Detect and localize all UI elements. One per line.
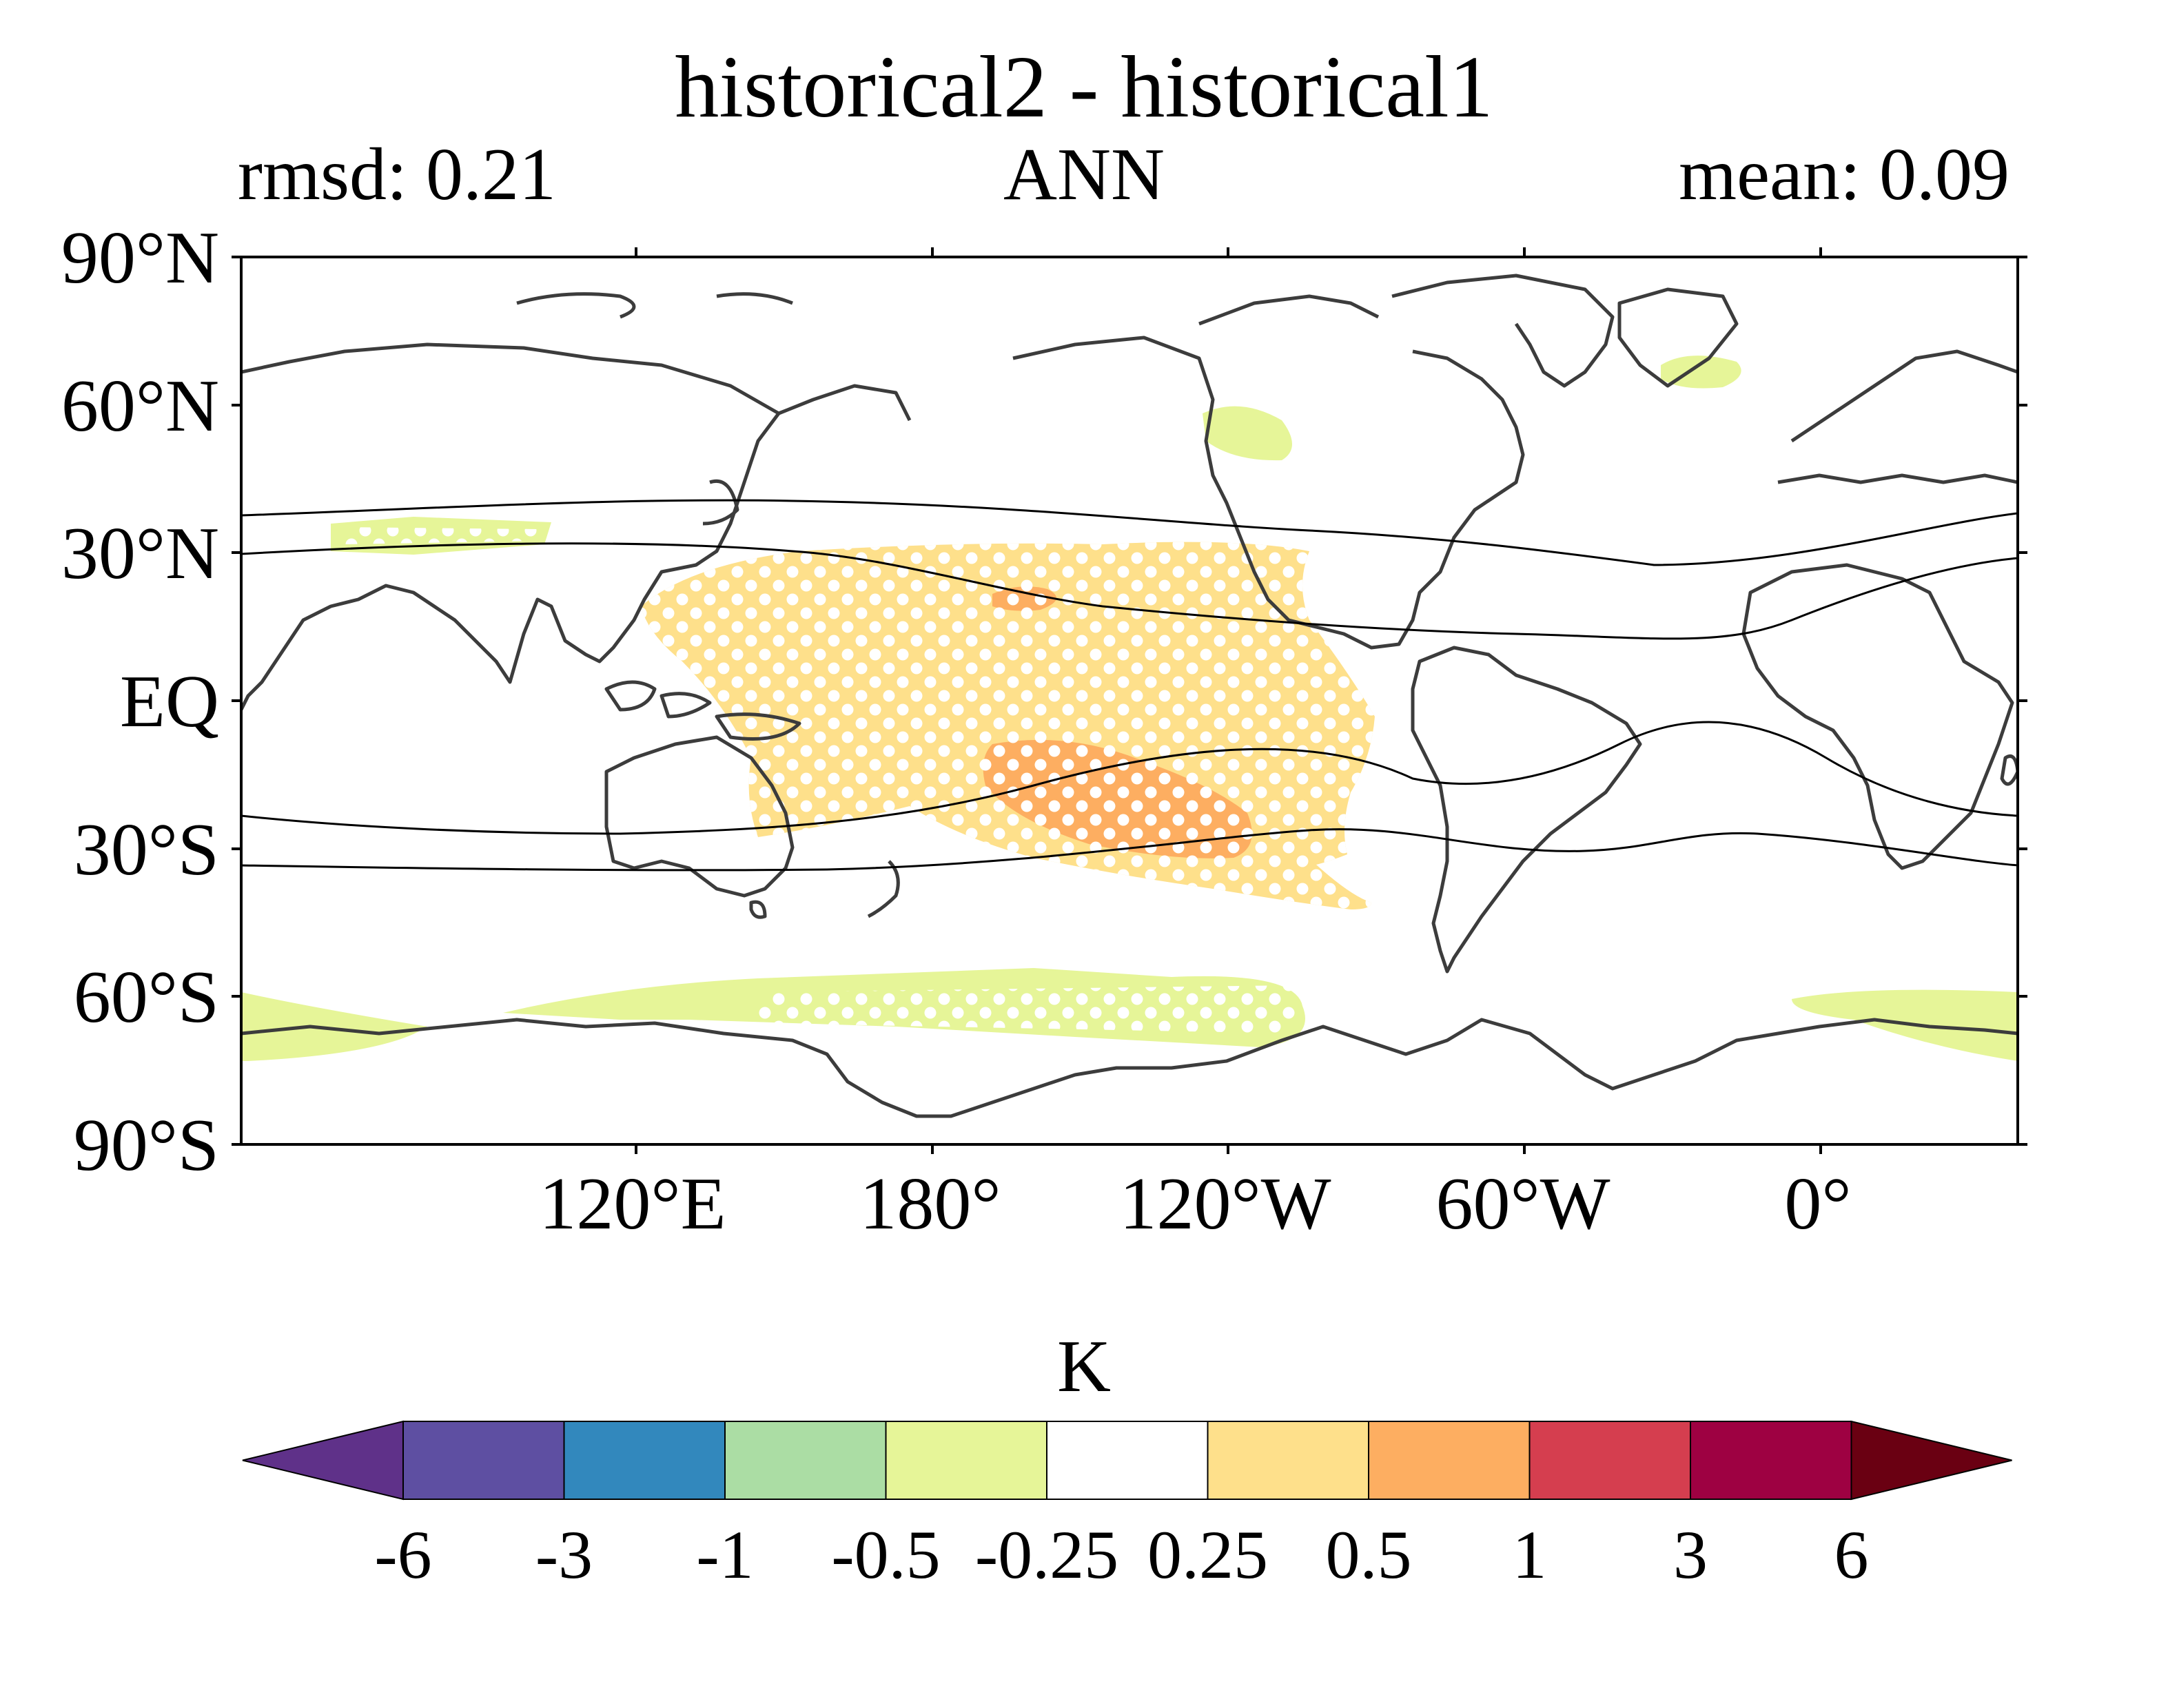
y-tick-labels: 90°N 60°N 30°N EQ 30°S 60°S 90°S [61,217,219,1186]
overlay-contours [241,499,2018,872]
colorbar-tick-label: 0.25 [1147,1516,1268,1593]
colorbar-unit: K [1057,1326,1111,1408]
significance-stippling [345,527,1375,1033]
colorbar-swatch [1528,1421,1691,1500]
colorbar-swatch [724,1421,887,1500]
coastlines [241,274,2018,1118]
colorbar-swatch [1207,1421,1369,1500]
y-tick-label: 60°S [74,956,219,1038]
y-tick-label: 30°N [61,513,219,595]
colorbar-tick-label: -6 [374,1516,431,1593]
colorbar-swatch [1690,1421,1852,1500]
y-tick-label: 90°N [61,217,219,299]
x-tick-label: 120°W [1119,1163,1331,1245]
colorbar-swatch [1368,1421,1531,1500]
x-tick-label: 120°E [539,1163,726,1245]
colorbar-swatch [1046,1421,1209,1500]
colorbar-tick-label: 1 [1513,1516,1547,1593]
plot-title: historical2 - historical1 [675,38,1493,136]
colorbar-swatch [402,1421,565,1500]
y-tick-label: 90°S [74,1104,219,1186]
colorbar-tick-label: -3 [535,1516,593,1593]
colorbar-tick-label: 0.5 [1326,1516,1412,1593]
colorbar-swatch [563,1421,726,1500]
colorbar-tick-label: 6 [1834,1516,1869,1593]
colorbar-extend-high [1850,1420,2012,1501]
colorbar-swatch [885,1421,1047,1500]
x-tick-label: 180° [859,1163,1001,1245]
mean-label: mean: 0.09 [1679,134,2010,216]
colorbar-tick-label: -0.25 [975,1516,1118,1593]
colorbar-tick-label: -1 [696,1516,753,1593]
x-tick-label: 0° [1784,1163,1851,1245]
rmsd-label: rmsd: 0.21 [238,134,557,216]
colorbar-tick-label: -0.5 [831,1516,940,1593]
y-tick-label: 60°N [61,365,219,447]
axis-ticks [232,247,2027,1154]
map-plot-area [241,274,2018,1118]
colorbar-extend-low [242,1420,404,1501]
y-tick-label: 30°S [74,809,219,891]
x-tick-label: 60°W [1435,1163,1610,1245]
y-tick-label: EQ [120,661,219,743]
colorbar-tick-label: 3 [1673,1516,1708,1593]
x-tick-labels: 120°E 180° 120°W 60°W 0° [539,1163,1851,1245]
colorbar: -6 -3 -1 -0.5 -0.25 0.25 0.5 1 3 6 [242,1420,2012,1593]
season-label: ANN [1003,134,1165,216]
